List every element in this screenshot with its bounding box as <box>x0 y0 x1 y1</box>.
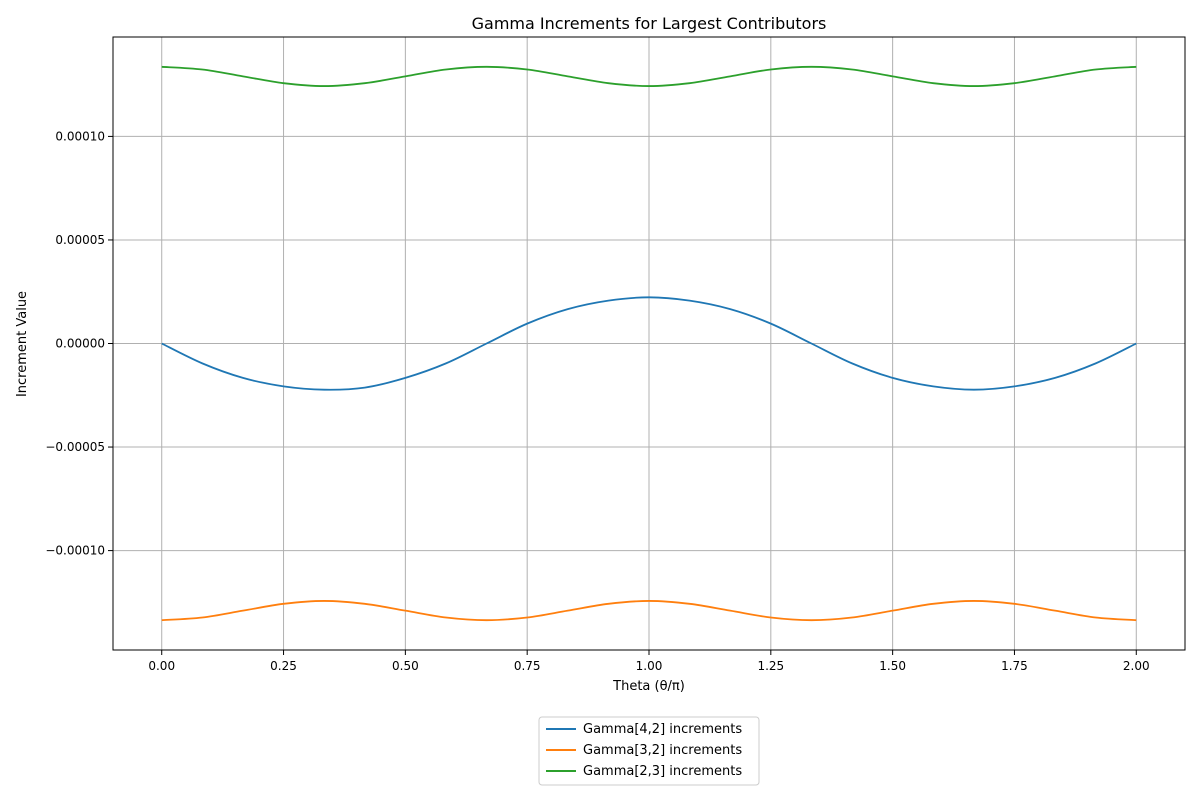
x-tick-label: 0.75 <box>514 659 541 673</box>
series-lines <box>161 65 1137 622</box>
x-tick-label: 1.75 <box>1001 659 1028 673</box>
grid-lines <box>113 37 1185 650</box>
x-axis-label: Theta (θ/π) <box>612 679 685 694</box>
y-tick-label: 0.00005 <box>55 233 105 247</box>
series-line <box>161 296 1137 391</box>
x-tick-label: 0.00 <box>148 659 175 673</box>
y-axis-ticks: −0.00010 −0.00005 0.00000 0.00005 0.00010 <box>45 129 113 558</box>
x-tick-label: 1.50 <box>879 659 906 673</box>
y-tick-label: −0.00010 <box>45 544 105 558</box>
x-tick-label: 1.25 <box>757 659 784 673</box>
x-tick-label: 1.00 <box>636 659 663 673</box>
y-tick-label: −0.00005 <box>45 440 105 454</box>
y-tick-label: 0.00010 <box>55 129 105 143</box>
y-axis-label: Increment Value <box>15 291 30 397</box>
legend: Gamma[4,2] increments Gamma[3,2] incremen… <box>538 716 760 786</box>
x-axis-ticks: 0.00 0.25 0.50 0.75 1.00 1.25 1.50 1.75 2.00 <box>148 650 1150 673</box>
x-tick-label: 2.00 <box>1123 659 1150 673</box>
legend-label: Gamma[3,2] increments <box>583 743 742 758</box>
x-tick-label: 0.25 <box>270 659 297 673</box>
y-tick-label: 0.00000 <box>55 337 105 351</box>
legend-label: Gamma[2,3] increments <box>583 764 742 779</box>
x-tick-label: 0.50 <box>392 659 419 673</box>
series-line <box>161 600 1137 622</box>
legend-label: Gamma[4,2] increments <box>583 722 742 737</box>
chart-title: Gamma Increments for Largest Contributor… <box>472 14 827 33</box>
legend-box <box>538 716 760 786</box>
series-line <box>161 65 1137 87</box>
legend-entries: Gamma[4,2] increments Gamma[3,2] incremen… <box>546 722 742 779</box>
